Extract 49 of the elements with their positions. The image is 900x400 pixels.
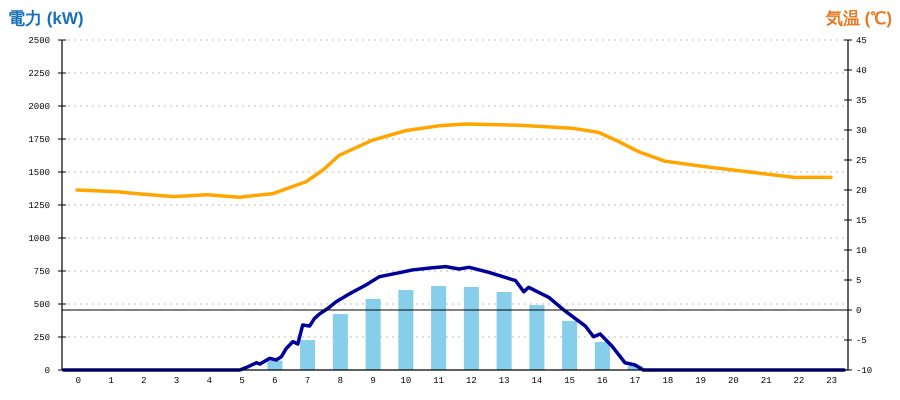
- x-tick-label: 14: [531, 376, 542, 386]
- x-tick-label: 20: [728, 376, 739, 386]
- x-tick-label: 6: [272, 376, 278, 386]
- y2-tick-label: 30: [856, 126, 867, 136]
- y-tick-label: 1500: [28, 168, 50, 178]
- x-tick-label: 8: [338, 376, 344, 386]
- x-tick-label: 23: [826, 376, 838, 386]
- x-tick-label: 1: [108, 376, 114, 386]
- x-tick-label: 5: [239, 376, 245, 386]
- y-tick-label: 1000: [28, 234, 50, 244]
- y2-tick-label: 15: [856, 216, 867, 226]
- y-tick-label: 250: [34, 333, 50, 343]
- y-axis-title: 電力 (kW): [8, 9, 84, 28]
- x-tick-label: 9: [370, 376, 376, 386]
- y2-tick-label: 5: [856, 276, 862, 286]
- x-tick-label: 0: [76, 376, 82, 386]
- x-tick-label: 11: [433, 376, 444, 386]
- x-tick-label: 7: [304, 376, 310, 386]
- x-tick-label: 16: [596, 376, 608, 386]
- y-tick-label: 2500: [28, 36, 50, 46]
- y2-tick-label: 10: [856, 246, 867, 256]
- x-tick-label: 15: [564, 376, 576, 386]
- x-tick-label: 13: [498, 376, 510, 386]
- x-tick-label: 4: [206, 376, 212, 386]
- y2-tick-label: -10: [856, 366, 872, 376]
- x-tick-label: 22: [793, 376, 804, 386]
- x-tick-label: 12: [466, 376, 477, 386]
- y-tick-label: 0: [44, 366, 50, 376]
- y2-tick-label: -5: [856, 336, 867, 346]
- x-tick-label: 19: [695, 376, 706, 386]
- y2-tick-label: 45: [856, 36, 867, 46]
- x-tick-label: 18: [662, 376, 674, 386]
- x-tick-label: 3: [174, 376, 180, 386]
- y-tick-label: 500: [34, 300, 50, 310]
- y2-axis-title: 気温 (℃): [824, 9, 892, 28]
- x-tick-label: 10: [400, 376, 412, 386]
- x-tick-label: 21: [760, 376, 772, 386]
- y2-tick-label: 20: [856, 186, 867, 196]
- y2-tick-label: 0: [856, 306, 862, 316]
- x-tick-label: 2: [141, 376, 147, 386]
- y-tick-label: 750: [34, 267, 50, 277]
- y-tick-label: 2250: [28, 69, 50, 79]
- y-tick-label: 2000: [28, 102, 50, 112]
- y2-tick-label: 25: [856, 156, 867, 166]
- y-tick-label: 1750: [28, 135, 50, 145]
- x-tick-label: 17: [630, 376, 641, 386]
- y-tick-label: 1250: [28, 201, 50, 211]
- y2-tick-label: 35: [856, 96, 867, 106]
- y2-tick-label: 40: [856, 66, 867, 76]
